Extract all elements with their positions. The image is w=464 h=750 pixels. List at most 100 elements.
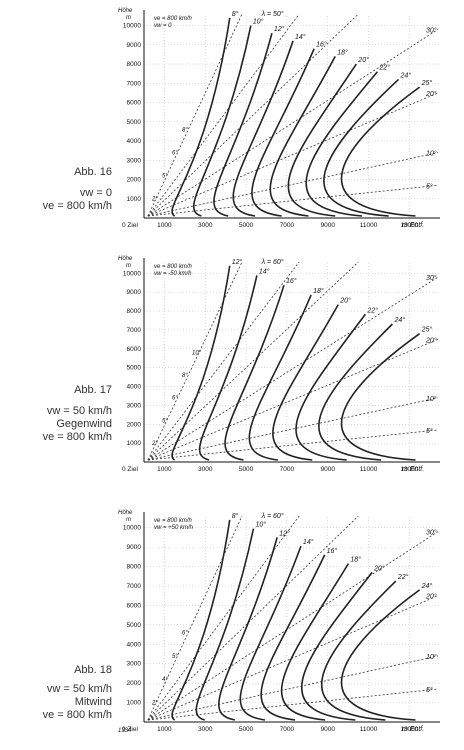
radial-line bbox=[147, 515, 300, 721]
x-tick-label: 1000 bbox=[157, 466, 172, 473]
trajectory-curve bbox=[171, 519, 231, 721]
caption-title: Abb. 16 bbox=[74, 166, 112, 178]
radial-label: 5° bbox=[426, 686, 433, 694]
radial-label: 5° bbox=[162, 174, 168, 180]
caption-line: Mitwind bbox=[74, 696, 112, 708]
y-tick-label: 8000 bbox=[127, 564, 142, 571]
trajectory-curve bbox=[224, 284, 285, 461]
origin-label: 0 Ziel bbox=[122, 726, 138, 733]
lambda-label: λ = 50° bbox=[261, 10, 284, 18]
curve-label: 16° bbox=[316, 41, 327, 49]
y-tick-label: 3000 bbox=[127, 402, 142, 409]
radial-line bbox=[147, 92, 439, 217]
radial-line bbox=[147, 515, 359, 721]
curve-label: 16° bbox=[286, 277, 297, 285]
trajectory-curve bbox=[318, 323, 394, 461]
trajectory-curve bbox=[300, 571, 373, 721]
curve-label: 20° bbox=[357, 56, 369, 64]
caption-line: ve = 800 km/h bbox=[42, 431, 112, 443]
x-tick-label: 3000 bbox=[198, 222, 213, 229]
radial-label: 6° bbox=[172, 396, 178, 402]
trajectory-curve bbox=[192, 25, 252, 217]
y-tick-label: 7000 bbox=[127, 583, 142, 590]
radial-line bbox=[147, 29, 439, 217]
y-tick-label: 2000 bbox=[127, 177, 142, 184]
trajectory-curve bbox=[213, 33, 273, 217]
trajectory-curve bbox=[305, 71, 379, 217]
trajectory-curve bbox=[280, 563, 350, 721]
trajectory-curve bbox=[340, 589, 421, 721]
trajectory-curve bbox=[248, 294, 312, 461]
y-tick-label: 9000 bbox=[127, 289, 142, 296]
radial-line bbox=[147, 152, 439, 217]
y-axis-unit: m bbox=[126, 15, 131, 21]
x-tick-label: 13000 bbox=[400, 466, 418, 473]
curve-label: 20° bbox=[339, 297, 351, 305]
curve-label: 24° bbox=[421, 582, 433, 590]
x-tick-label: 13000 bbox=[400, 222, 418, 229]
radial-line bbox=[147, 595, 439, 721]
curve-label: 22° bbox=[378, 64, 390, 72]
x-tick-label: 5000 bbox=[239, 222, 254, 229]
caption-abb-17: Abb. 17 vw = 50 km/h Gegenwind ve = 800 … bbox=[0, 384, 112, 444]
trajectory-curve bbox=[320, 580, 397, 721]
radial-label: 6° bbox=[182, 631, 188, 637]
y-tick-label: 10000 bbox=[123, 270, 141, 277]
curve-label: 18° bbox=[350, 556, 361, 564]
radial-line bbox=[147, 397, 439, 461]
y-tick-label: 6000 bbox=[127, 346, 142, 353]
curve-label: 10° bbox=[255, 521, 266, 529]
y-tick-label: 1000 bbox=[127, 440, 142, 447]
radial-line bbox=[147, 276, 439, 461]
caption-line: ve = 800 km/h bbox=[42, 200, 112, 212]
radial-label: 8° bbox=[182, 373, 188, 379]
x-axis-label: m Entf. bbox=[402, 466, 424, 473]
trajectory-curve bbox=[171, 17, 231, 217]
trajectory-curve bbox=[239, 545, 302, 721]
curve-label: 24° bbox=[393, 316, 405, 324]
y-axis-unit: m bbox=[126, 263, 131, 269]
figure-panel: 10000 9000 8000 7000 6000 5000 4000 3000 2000 100… bbox=[118, 510, 440, 733]
caption-abb-16: Abb. 16 vw = 0 ve = 800 km/h bbox=[0, 166, 112, 213]
x-tick-label: 1000 bbox=[157, 222, 172, 229]
radial-line bbox=[147, 338, 439, 461]
radial-line bbox=[147, 13, 300, 217]
curve-label: 10° bbox=[253, 18, 264, 26]
radial-line bbox=[147, 429, 439, 461]
radial-label: 30° bbox=[426, 26, 437, 34]
radial-label: 2° bbox=[151, 701, 158, 707]
y-tick-label: 9000 bbox=[127, 544, 142, 551]
radial-label: 5° bbox=[162, 418, 168, 424]
curve-label: 8° bbox=[232, 512, 239, 520]
y-tick-label: 2000 bbox=[127, 421, 142, 428]
radial-label: 10° bbox=[426, 150, 437, 158]
radial-line bbox=[147, 531, 439, 721]
x-tick-label: 13000 bbox=[400, 726, 418, 733]
curve-label: 14° bbox=[295, 33, 306, 41]
y-tick-label: 5000 bbox=[127, 365, 142, 372]
curve-label: 22° bbox=[397, 573, 409, 581]
curve-label: 22° bbox=[366, 306, 378, 314]
trajectory-curve bbox=[272, 304, 339, 461]
curve-label: 8° bbox=[232, 10, 239, 18]
figure-panel: 10000 9000 8000 7000 6000 5000 4000 3000 2000 100… bbox=[118, 256, 440, 473]
caption-line: vw = 50 km/h bbox=[46, 405, 112, 417]
y-tick-label: 5000 bbox=[127, 119, 142, 126]
trajectory-curve bbox=[340, 86, 421, 217]
caption-line: vw = 50 km/h bbox=[46, 683, 112, 695]
y-tick-label: 5000 bbox=[127, 622, 142, 629]
radial-label: 10° bbox=[426, 653, 437, 661]
y-tick-label: 2000 bbox=[127, 680, 142, 687]
radial-label: 5° bbox=[426, 182, 433, 190]
y-axis-label: Höhe bbox=[118, 256, 133, 262]
radial-label: 2° bbox=[151, 441, 158, 447]
x-tick-label: 1000 bbox=[157, 726, 172, 733]
radial-label: 4° bbox=[162, 677, 168, 683]
trajectory-curve bbox=[198, 275, 258, 461]
trajectory-curve bbox=[218, 537, 278, 721]
y-tick-label: 9000 bbox=[127, 42, 142, 49]
radial-label: 6° bbox=[172, 150, 178, 156]
radial-line bbox=[147, 13, 243, 217]
param-ve: ve = 800 km/h bbox=[154, 518, 193, 524]
